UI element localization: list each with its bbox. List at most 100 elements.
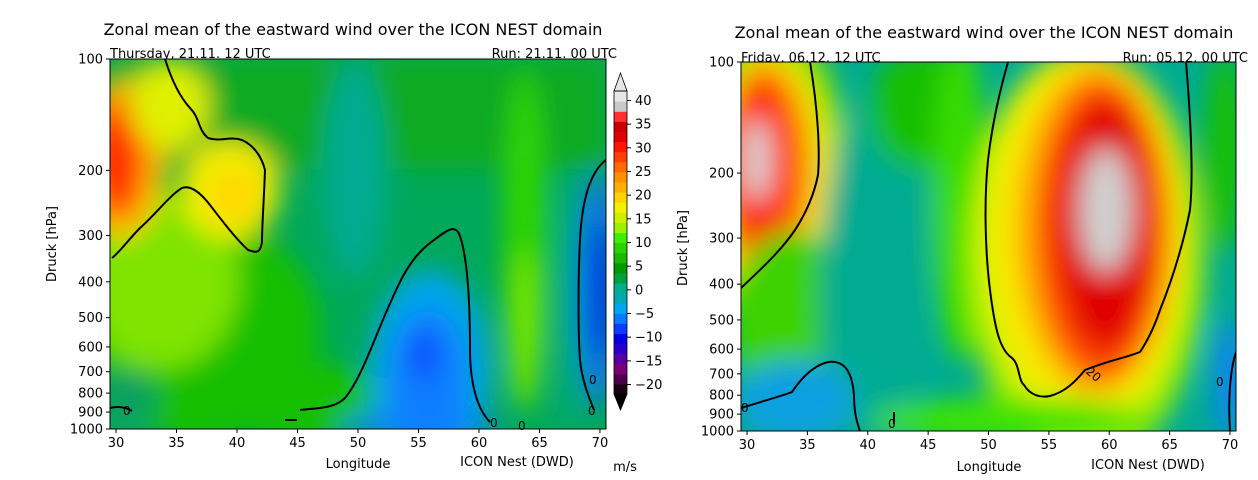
colorbar-max-extension (613, 71, 628, 92)
left-contour-labels: 0 0 0 0 0 (123, 373, 597, 433)
right-ytick-label: 500 (709, 313, 734, 328)
colorbar-segment (614, 293, 627, 304)
right-contour-label-0b: 0 (888, 417, 896, 431)
left-source-label: ICON Nest (DWD) (460, 455, 574, 470)
right-ytick-label: 400 (709, 278, 734, 293)
right-wind-field (741, 62, 1236, 431)
right-title: Zonal mean of the eastward wind over the… (735, 23, 1234, 42)
left-ytick-label: 800 (78, 387, 103, 402)
right-ylabel: Druck [hPa] (676, 210, 691, 286)
left-wind-field (110, 59, 606, 429)
left-contour-zero-left-bottom (110, 406, 133, 412)
left-axes: 30 35 40 45 50 55 60 65 70 100 200 300 400 500 600 700 8… (70, 53, 608, 452)
colorbar-tick-label: 5 (635, 260, 643, 275)
right-contour-label-0c: 0 (1216, 375, 1224, 389)
colorbar-tick-label: 40 (635, 94, 652, 109)
colorbar-segment (614, 343, 627, 355)
left-xtick-label: 45 (289, 436, 306, 451)
colorbar-tick-label: −10 (635, 331, 662, 346)
colorbar-tick-label: 30 (635, 141, 652, 156)
right-contours (741, 62, 1236, 431)
colorbar-segment (614, 141, 627, 153)
colorbar-tick-label: 15 (635, 212, 652, 227)
left-panel: Zonal mean of the eastward wind over the… (45, 20, 617, 472)
right-xtick-label: 45 (920, 438, 937, 453)
colorbar-tick-label: −15 (635, 354, 662, 369)
left-date-label: Thursday, 21.11. 12 UTC (109, 47, 271, 62)
colorbar-segment (614, 333, 627, 345)
left-xtick-label: 65 (531, 436, 548, 451)
left-xtick-label: 60 (471, 436, 488, 451)
right-ytick-label: 700 (709, 367, 734, 382)
colorbar-tick-label: 35 (635, 118, 652, 133)
colorbar-segment (614, 252, 627, 264)
right-contour-label-0a: 0 (741, 401, 749, 415)
right-ytick-label: 1000 (701, 425, 734, 440)
left-ytick-label: 300 (78, 229, 103, 244)
right-xtick-label: 70 (1222, 438, 1239, 453)
colorbar-segment (614, 91, 627, 102)
left-xtick-label: 55 (410, 436, 427, 451)
right-axes: 30 35 40 45 50 55 60 65 70 100 200 300 400 500 600 700 8… (701, 56, 1238, 454)
colorbar-segment (614, 181, 627, 193)
colorbar-ticks: 40 35 30 25 20 15 10 5 0 −5 −10 −15 −20 (627, 94, 662, 393)
colorbar-segment (614, 373, 627, 385)
colorbar-tick-label: 0 (635, 283, 643, 298)
right-contour-zero-right (1228, 351, 1236, 431)
right-ytick-label: 800 (709, 389, 734, 404)
colorbar-tick-label: −20 (635, 378, 662, 393)
colorbar-segment (614, 192, 627, 203)
colorbar-segment (614, 383, 627, 395)
left-xtick-label: 35 (168, 436, 185, 451)
left-ytick-label: 700 (78, 365, 103, 380)
right-ytick-label: 600 (709, 343, 734, 358)
right-xtick-label: 30 (739, 438, 756, 453)
colorbar-segment (614, 353, 627, 365)
left-contour-label-0d: 0 (589, 373, 597, 387)
left-contours (110, 59, 606, 423)
colorbar-segment (614, 303, 627, 314)
left-contour-label-0a: 0 (123, 404, 131, 418)
right-xtick-label: 65 (1161, 438, 1178, 453)
right-xtick-label: 55 (1041, 438, 1058, 453)
left-contour-label-0e: 0 (588, 404, 596, 418)
left-title: Zonal mean of the eastward wind over the… (104, 20, 603, 39)
right-xtick-label: 60 (1101, 438, 1118, 453)
right-xtick-label: 35 (799, 438, 816, 453)
left-ytick-label: 900 (78, 406, 103, 421)
right-contour-zero-left (741, 360, 861, 431)
right-ytick-label: 900 (709, 408, 734, 423)
colorbar-segment (614, 111, 627, 122)
colorbar-tick-label: −5 (635, 307, 654, 322)
right-xtick-label: 40 (859, 438, 876, 453)
right-ytick-label: 100 (709, 56, 734, 71)
colorbar-segment (614, 151, 627, 163)
right-panel: Zonal mean of the eastward wind over the… (676, 23, 1248, 475)
left-contour-label-0c: 0 (518, 419, 526, 433)
colorbar-segment (614, 323, 627, 334)
left-xtick-label: 30 (108, 436, 125, 451)
colorbar-segment (614, 282, 627, 294)
colorbar: 40 35 30 25 20 15 10 5 0 −5 −10 −15 −20 m/s (613, 71, 662, 475)
colorbar-segment (614, 121, 627, 132)
left-contour-jet (111, 59, 267, 259)
left-xtick-label: 50 (350, 436, 367, 451)
left-ytick-label: 400 (78, 275, 103, 290)
left-contour-label-0b: 0 (490, 416, 498, 430)
right-ytick-label: 200 (709, 167, 734, 182)
left-run-label: Run: 21.11. 00 UTC (492, 47, 617, 62)
left-ytick-label: 100 (78, 53, 103, 68)
colorbar-segment (614, 171, 627, 183)
left-xlabel: Longitude (326, 457, 391, 472)
right-xlabel: Longitude (957, 460, 1022, 475)
colorbar-segment (614, 313, 627, 324)
colorbar-segment (614, 222, 627, 233)
right-xtick-label: 50 (980, 438, 997, 453)
colorbar-min-extension (613, 393, 628, 412)
right-contour-main-jet (984, 62, 1193, 398)
left-xtick-label: 70 (592, 436, 609, 451)
colorbar-segment (614, 232, 627, 244)
colorbar-segments (613, 71, 628, 412)
colorbar-segment (614, 101, 627, 112)
colorbar-segment (614, 212, 627, 223)
